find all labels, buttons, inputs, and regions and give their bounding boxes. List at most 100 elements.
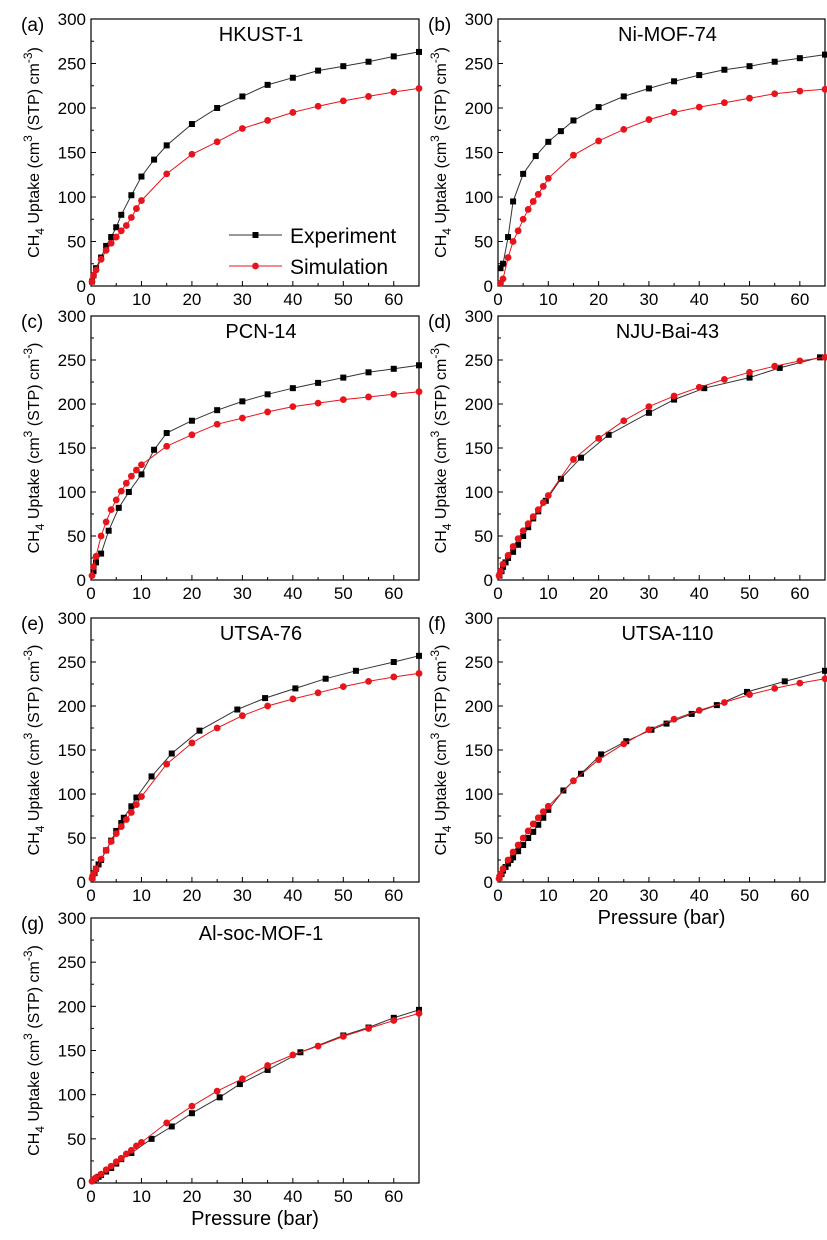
x-tick-label: 20 xyxy=(182,1187,201,1206)
experiment-point xyxy=(289,385,296,392)
x-tick-label: 40 xyxy=(690,290,709,309)
x-tick-label: 20 xyxy=(589,886,608,905)
simulation-point xyxy=(620,417,628,425)
y-axis-label-part: 3 xyxy=(21,135,35,142)
y-axis-label-part: (STP) cm xyxy=(26,63,43,135)
x-tick-label: 30 xyxy=(639,290,658,309)
experiment-point xyxy=(776,364,783,371)
plot-frame xyxy=(90,617,420,883)
experiment-point xyxy=(151,156,158,163)
simulation-line xyxy=(91,1012,420,1182)
y-axis-label-part: 3 xyxy=(21,1033,35,1040)
experiment-point xyxy=(133,794,140,801)
y-tick-label: 150 xyxy=(58,439,86,458)
simulation-point xyxy=(122,479,130,487)
y-tick-label: 150 xyxy=(58,1042,86,1061)
experiment-point xyxy=(98,550,105,557)
experiment-point xyxy=(645,409,652,416)
simulation-point xyxy=(97,1170,105,1178)
experiment-point xyxy=(390,365,397,372)
y-tick-label: 200 xyxy=(465,99,493,118)
legend-simulation-label: Simulation xyxy=(290,256,388,279)
experiment-point xyxy=(771,58,778,65)
simulation-point xyxy=(264,117,272,124)
experiment-point xyxy=(744,688,751,695)
x-tick-label: 20 xyxy=(182,886,201,905)
experiment-point xyxy=(796,55,803,62)
chart-panel-e: 0 50 100 150 200 250 300 0 10 20 30 40 50 60 (e) UTSA-7… xyxy=(21,609,423,905)
experiment-point xyxy=(93,559,100,566)
experiment-point xyxy=(525,835,532,841)
y-axis-label-part: 3 xyxy=(428,430,442,437)
y-tick-label: 0 xyxy=(77,277,86,296)
experiment-point xyxy=(214,105,221,111)
x-tick-label: 10 xyxy=(539,584,558,603)
simulation-point xyxy=(620,740,628,748)
simulation-point xyxy=(90,870,97,878)
simulation-point xyxy=(771,90,779,98)
experiment-point xyxy=(365,58,372,65)
simulation-point xyxy=(746,691,753,698)
y-tick-label: 50 xyxy=(67,829,86,848)
simulation-point xyxy=(365,393,372,401)
experiment-point xyxy=(701,385,708,392)
y-axis-label: CH4 Uptake (cm3 (STP) cm-3) xyxy=(21,47,47,258)
simulation-point xyxy=(695,383,703,391)
y-tick-label: 250 xyxy=(58,653,86,672)
y-axis-label: CH4 Uptake (cm3 (STP) cm-3) xyxy=(21,645,47,856)
simulation-point xyxy=(390,88,398,96)
simulation-point xyxy=(529,513,537,521)
chart-title: UTSA-76 xyxy=(220,623,302,645)
y-axis-label-part: ) xyxy=(26,945,43,950)
simulation-point xyxy=(112,830,120,837)
y-tick-label: 150 xyxy=(465,144,493,163)
y-axis-label-part: CH xyxy=(26,235,43,258)
experiment-point xyxy=(236,1081,243,1088)
simulation-point xyxy=(796,87,804,95)
y-axis-label-part: -3 xyxy=(21,348,35,359)
experiment-point xyxy=(671,396,678,403)
simulation-point xyxy=(314,399,322,407)
simulation-point xyxy=(390,390,398,398)
plot-frame xyxy=(497,617,826,883)
experiment-point xyxy=(138,471,145,478)
experiment-point xyxy=(118,211,125,218)
simulation-point xyxy=(529,198,537,205)
y-axis-label-part: Uptake (cm xyxy=(26,142,43,228)
y-tick-label: 50 xyxy=(67,1130,86,1149)
chart-title: Ni-MOF-74 xyxy=(618,24,717,46)
simulation-point xyxy=(289,695,297,703)
simulation-point xyxy=(519,527,527,535)
simulation-point xyxy=(365,677,372,685)
x-tick-label: 50 xyxy=(740,584,759,603)
y-axis-label-part: ) xyxy=(26,47,43,52)
x-tick-label: 30 xyxy=(639,886,658,905)
simulation-point xyxy=(821,353,827,361)
experiment-point xyxy=(620,93,627,100)
simulation-point xyxy=(365,1025,372,1032)
y-tick-label: 0 xyxy=(484,873,493,892)
panel-label: (g) xyxy=(21,914,44,935)
x-tick-label: 50 xyxy=(334,290,353,309)
simulation-point xyxy=(544,802,552,810)
experiment-point xyxy=(340,374,347,381)
simulation-point xyxy=(746,94,753,102)
x-tick-label: 60 xyxy=(384,886,403,905)
experiment-point xyxy=(510,854,517,861)
simulation-point xyxy=(127,1146,135,1154)
y-axis-label-part: -3 xyxy=(428,348,442,359)
x-tick-label: 30 xyxy=(639,584,658,603)
y-tick-label: 300 xyxy=(58,10,86,29)
x-tick-label: 60 xyxy=(384,290,403,309)
simulation-point xyxy=(519,215,527,223)
simulation-point xyxy=(122,222,130,229)
simulation-point xyxy=(264,408,272,416)
simulation-point xyxy=(415,388,423,396)
simulation-point xyxy=(92,1174,100,1182)
simulation-point xyxy=(670,715,678,723)
chart-panel-b: 0 50 100 150 200 250 300 0 10 20 30 40 50 60 (b) Ni-MOF… xyxy=(428,10,827,309)
x-tick-label: 10 xyxy=(132,290,151,309)
simulation-point xyxy=(529,820,537,828)
experiment-point xyxy=(598,751,605,758)
simulation-point xyxy=(620,125,628,133)
